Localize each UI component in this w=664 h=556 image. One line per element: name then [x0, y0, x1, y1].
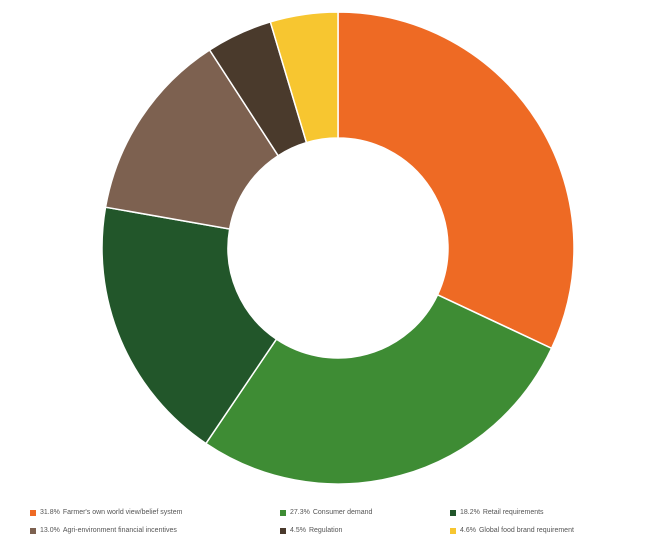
donut-slice-2	[204, 293, 553, 485]
donut-chart	[101, 11, 575, 485]
legend-item-4: 13.0% Agri-environment financial incentiv…	[30, 526, 280, 536]
legend-swatch	[30, 510, 36, 516]
legend-label: Global food brand requirement	[478, 527, 574, 534]
donut-slice-6	[269, 11, 339, 144]
legend-swatch	[280, 510, 286, 516]
legend-label: Consumer demand	[312, 509, 373, 516]
legend-item-2: 27.3% Consumer demand	[280, 508, 450, 518]
donut-slice-4	[104, 48, 280, 230]
legend-swatch	[450, 528, 456, 534]
legend-swatch	[280, 528, 286, 534]
legend-label: Agri-environment financial incentives	[62, 527, 177, 534]
legend-percent: 4.6%	[460, 527, 476, 534]
legend-percent: 18.2%	[460, 509, 480, 516]
legend-item-6: 4.6% Global food brand requirement	[450, 526, 650, 536]
donut-slice-3	[101, 206, 278, 445]
legend-percent: 4.5%	[290, 527, 306, 534]
donut-slices	[101, 11, 575, 485]
legend-item-1: 31.8% Farmer's own world view/belief syst…	[30, 508, 280, 518]
legend-item-3: 18.2% Retail requirements	[450, 508, 650, 518]
legend-item-5: 4.5% Regulation	[280, 526, 450, 536]
chart-legend: 31.8% Farmer's own world view/belief syst…	[30, 508, 650, 536]
legend-percent: 13.0%	[40, 527, 60, 534]
legend-label: Regulation	[308, 527, 343, 534]
legend-swatch	[450, 510, 456, 516]
legend-percent: 27.3%	[290, 509, 310, 516]
legend-swatch	[30, 528, 36, 534]
legend-percent: 31.8%	[40, 509, 60, 516]
legend-label: Retail requirements	[482, 509, 544, 516]
donut-slice-1	[337, 11, 575, 350]
legend-label: Farmer's own world view/belief system	[62, 509, 183, 516]
